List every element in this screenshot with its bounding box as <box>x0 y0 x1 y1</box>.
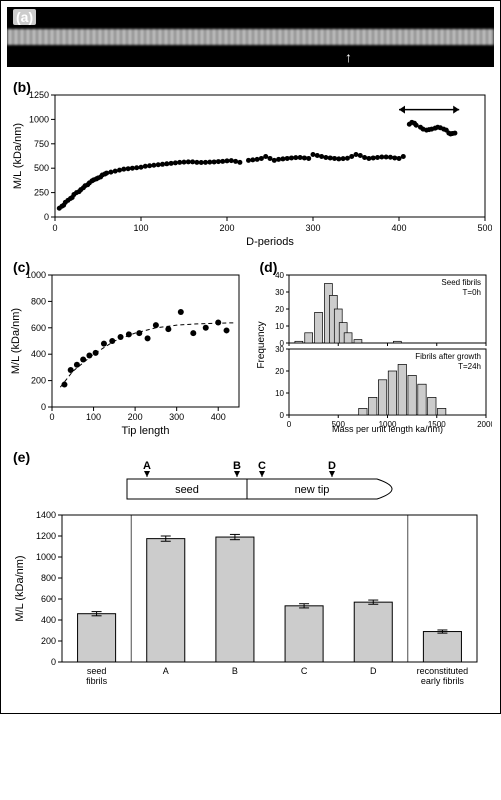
panel-a-label: (a) <box>13 9 36 25</box>
svg-text:C: C <box>258 460 266 472</box>
svg-text:seed: seed <box>87 666 107 676</box>
svg-text:M/L (kDa/nm): M/L (kDa/nm) <box>10 308 22 374</box>
svg-text:0: 0 <box>49 412 54 422</box>
svg-text:1000: 1000 <box>36 552 56 562</box>
svg-text:T=0h: T=0h <box>462 288 480 297</box>
svg-text:0: 0 <box>41 402 46 412</box>
svg-text:D-periods: D-periods <box>246 236 294 247</box>
fibril-band <box>7 29 494 45</box>
svg-text:reconstituted: reconstituted <box>417 666 469 676</box>
svg-text:early fibrils: early fibrils <box>421 676 465 686</box>
svg-text:Fibrils after growth: Fibrils after growth <box>415 352 481 361</box>
svg-text:30: 30 <box>275 345 284 354</box>
svg-text:200: 200 <box>219 223 234 233</box>
svg-text:2000: 2000 <box>477 420 492 429</box>
svg-text:10: 10 <box>275 389 284 398</box>
svg-text:Mass per unit length ka/nm): Mass per unit length ka/nm) <box>331 424 442 434</box>
svg-text:20: 20 <box>275 305 284 314</box>
svg-text:seed: seed <box>175 484 199 496</box>
svg-text:800: 800 <box>31 296 46 306</box>
svg-text:0: 0 <box>51 657 56 667</box>
svg-text:100: 100 <box>133 223 148 233</box>
svg-text:new tip: new tip <box>295 484 330 496</box>
panel-d: (d) 010203040Seed fibrilsT=0h05001000150… <box>254 257 495 437</box>
svg-text:fibrils: fibrils <box>86 676 108 686</box>
svg-text:M/L (kDa/nm): M/L (kDa/nm) <box>12 123 24 189</box>
panel-e-chart: seed new tip A B C D 0 200 400 600 800 1000 1200 1400… <box>7 447 492 697</box>
svg-text:300: 300 <box>305 223 320 233</box>
svg-text:300: 300 <box>169 412 184 422</box>
panel-b: (b) 0 100 200 300 400 500 0 250 500 750 1000 1250 D-… <box>7 77 494 247</box>
panel-d-chart: 010203040Seed fibrilsT=0h050010001500200… <box>254 257 492 437</box>
panel-c-label: (c) <box>13 259 30 275</box>
svg-text:Tip length: Tip length <box>122 425 170 437</box>
svg-text:800: 800 <box>41 573 56 583</box>
svg-text:1250: 1250 <box>29 90 49 100</box>
svg-text:Seed fibrils: Seed fibrils <box>441 278 481 287</box>
svg-text:D: D <box>370 666 377 676</box>
svg-text:600: 600 <box>41 594 56 604</box>
panel-e: (e) seed new tip A B C D 0 200 400 600 800 1000 1200… <box>7 447 494 697</box>
svg-text:200: 200 <box>41 636 56 646</box>
svg-text:400: 400 <box>391 223 406 233</box>
svg-text:500: 500 <box>477 223 492 233</box>
svg-text:C: C <box>301 666 308 676</box>
svg-text:20: 20 <box>275 367 284 376</box>
svg-text:1400: 1400 <box>36 510 56 520</box>
svg-text:200: 200 <box>128 412 143 422</box>
svg-text:600: 600 <box>31 323 46 333</box>
panel-a-micrograph: ↑ <box>7 7 494 67</box>
svg-text:1000: 1000 <box>29 114 49 124</box>
svg-text:400: 400 <box>211 412 226 422</box>
arrow-up-icon: ↑ <box>345 49 352 65</box>
svg-text:0: 0 <box>52 223 57 233</box>
svg-text:T=24h: T=24h <box>458 362 481 371</box>
svg-text:250: 250 <box>34 188 49 198</box>
svg-text:D: D <box>328 460 336 472</box>
svg-text:100: 100 <box>86 412 101 422</box>
svg-text:0: 0 <box>286 420 291 429</box>
svg-text:0: 0 <box>279 411 284 420</box>
svg-text:400: 400 <box>41 615 56 625</box>
svg-text:B: B <box>233 460 241 472</box>
row-cd: (c) 010020030040002004006008001000Tip le… <box>7 257 494 447</box>
svg-text:750: 750 <box>34 139 49 149</box>
panel-b-label: (b) <box>13 79 31 95</box>
figure-container: (a) ↑ (b) 010020030040050002505007501000… <box>0 0 501 714</box>
panel-d-label: (d) <box>260 259 278 275</box>
panel-e-label: (e) <box>13 449 30 465</box>
svg-text:B: B <box>232 666 238 676</box>
svg-text:500: 500 <box>34 163 49 173</box>
panel-c: (c) 010020030040002004006008001000Tip le… <box>7 257 248 437</box>
panel-c-chart: 010020030040002004006008001000Tip length… <box>7 257 245 437</box>
svg-text:1200: 1200 <box>36 531 56 541</box>
panel-a: (a) ↑ <box>7 7 494 67</box>
svg-text:M/L (kDa/nm): M/L (kDa/nm) <box>14 555 26 621</box>
panel-b-chart: 0 100 200 300 400 500 0 250 500 750 1000 1250 D-peri… <box>7 77 492 247</box>
svg-text:Frequency: Frequency <box>256 321 267 368</box>
svg-text:200: 200 <box>31 376 46 386</box>
svg-text:A: A <box>163 666 169 676</box>
svg-text:400: 400 <box>31 349 46 359</box>
svg-text:10: 10 <box>275 322 284 331</box>
svg-text:30: 30 <box>275 288 284 297</box>
svg-text:A: A <box>143 460 151 472</box>
svg-text:0: 0 <box>44 212 49 222</box>
